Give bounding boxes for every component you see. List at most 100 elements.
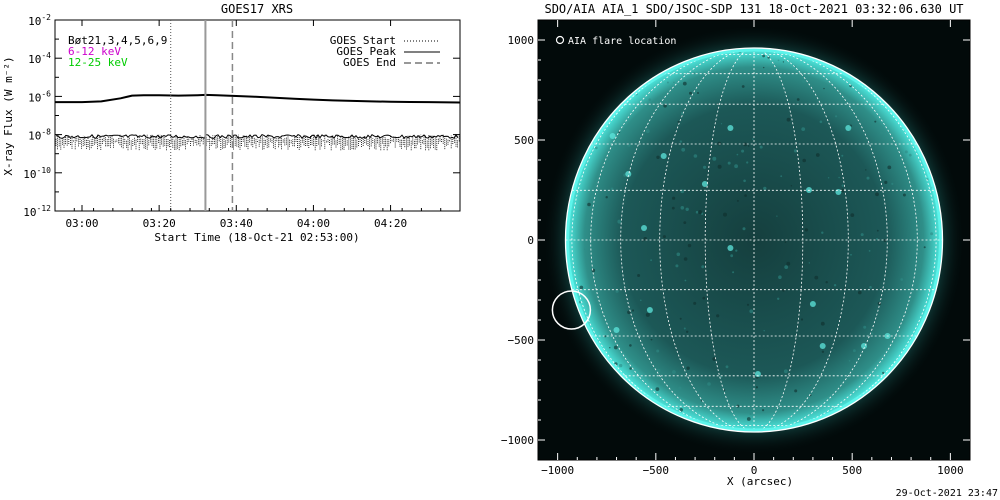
aia-texture-speck	[848, 359, 851, 362]
goes-y-tick-label: 10-8	[28, 128, 51, 143]
aia-texture-speck	[820, 321, 825, 326]
aia-texture-speck	[784, 265, 789, 269]
aia-texture-speck	[656, 349, 660, 353]
aia-texture-speck	[755, 386, 758, 389]
aia-y-tick-label: −500	[508, 334, 535, 347]
goes-y-tick-exponent: -4	[41, 51, 51, 60]
aia-texture-speck	[684, 279, 687, 282]
aia-texture-speck	[749, 413, 752, 415]
aia-texture-speck	[746, 417, 751, 421]
goes-y-tick-base: 10	[28, 53, 41, 66]
aia-texture-speck	[666, 81, 669, 84]
aia-texture-speck	[800, 318, 804, 321]
aia-texture-speck	[683, 74, 685, 77]
aia-flare-marker	[551, 290, 592, 330]
aia-texture-speck	[743, 142, 748, 147]
aia-y-tick-label: 0	[527, 234, 534, 247]
aia-texture-speck	[663, 104, 667, 108]
goes-y-tick-label: 10-6	[28, 89, 51, 104]
aia-texture-speck	[746, 303, 750, 306]
aia-texture-speck	[763, 66, 765, 69]
aia-texture-speck	[780, 175, 783, 178]
goes-legend-6-12kev: 6-12 keV	[68, 45, 121, 58]
aia-texture-speck	[640, 299, 642, 302]
aia-bright-region	[609, 133, 616, 139]
aia-texture-speck	[686, 330, 689, 333]
aia-texture-speck	[767, 56, 770, 59]
aia-x-tick-label: −500	[643, 464, 670, 477]
aia-texture-speck	[853, 349, 856, 353]
aia-texture-speck	[902, 193, 906, 197]
aia-texture-speck	[841, 154, 844, 157]
aia-bright-region	[845, 125, 852, 131]
aia-longitude-line	[590, 51, 755, 429]
aia-texture-speck	[736, 153, 739, 156]
aia-texture-speck	[645, 129, 650, 134]
aia-texture-speck	[672, 196, 676, 200]
aia-texture-speck	[681, 147, 686, 152]
aia-longitude-line	[753, 51, 888, 429]
goes-x-axis-label: Start Time (18-Oct-21 02:53:00)	[154, 231, 359, 244]
aia-texture-speck	[821, 350, 825, 353]
aia-texture-speck	[700, 400, 703, 402]
aia-texture-speck	[835, 115, 838, 118]
aia-texture-speck	[871, 359, 873, 361]
aia-texture-speck	[650, 338, 653, 341]
aia-longitude-line	[753, 51, 804, 429]
aia-bright-region	[701, 181, 708, 187]
goes-y-tick-exponent: -12	[37, 204, 52, 213]
aia-texture-speck	[720, 123, 723, 125]
aia-texture-speck	[672, 370, 676, 374]
goes-legend-start: GOES Start	[330, 34, 396, 47]
goes-x-tick-label: 03:00	[65, 217, 98, 230]
aia-texture-speck	[662, 235, 666, 239]
aia-texture-speck	[736, 199, 739, 202]
goes-legend-peak: GOES Peak	[336, 45, 396, 58]
aia-texture-speck	[727, 161, 731, 165]
aia-texture-speck	[650, 259, 652, 262]
aia-image-title: SDO/AIA AIA_1 SDO/JSOC-SDP 131 18-Oct-20…	[544, 2, 963, 16]
goes-y-tick-base: 10	[23, 206, 36, 219]
aia-texture-speck	[594, 146, 598, 150]
aia-longitude-line	[659, 51, 755, 429]
aia-texture-speck	[701, 265, 705, 269]
aia-texture-speck	[671, 206, 675, 210]
aia-texture-speck	[882, 371, 885, 375]
aia-texture-speck	[629, 344, 632, 347]
aia-heliographic-grid	[565, 51, 943, 429]
aia-texture-speck	[587, 202, 591, 207]
aia-texture-speck	[683, 327, 686, 330]
aia-texture-speck	[821, 231, 824, 234]
aia-texture-speck	[679, 408, 683, 412]
aia-bright-region	[727, 125, 734, 131]
aia-texture-speck	[741, 85, 745, 88]
aia-bright-region	[646, 307, 653, 313]
aia-texture-speck	[686, 366, 690, 370]
aia-texture-speck	[827, 177, 830, 179]
aia-texture-speck	[629, 367, 632, 370]
aia-texture-speck	[763, 186, 767, 191]
aia-texture-speck	[741, 149, 745, 153]
aia-longitude-line	[704, 51, 755, 429]
aia-legend-label: AIA flare location	[568, 36, 676, 47]
aia-texture-speck	[804, 228, 809, 232]
aia-texture-speck	[716, 314, 720, 318]
aia-bright-region	[660, 153, 667, 159]
aia-texture-speck	[697, 92, 699, 94]
aia-axes: −1000 −500 0 500 1000 1000 500 0 −500 −1000	[501, 20, 970, 477]
aia-texture-speck	[685, 207, 689, 211]
aia-texture-speck	[679, 317, 682, 320]
aia-texture-speck	[863, 325, 867, 329]
aia-bright-region	[727, 245, 734, 251]
aia-texture-speck	[891, 182, 894, 185]
aia-texture-speck	[730, 254, 734, 258]
aia-texture-speck	[693, 301, 697, 305]
aia-texture-speck	[762, 54, 765, 58]
aia-texture-speck	[655, 387, 660, 391]
aia-texture-speck	[698, 210, 703, 215]
aia-image-panel: SDO/AIA AIA_1 SDO/JSOC-SDP 131 18-Oct-20…	[501, 2, 971, 488]
aia-texture-speck	[802, 79, 806, 83]
goes-y-tick-label: 10-4	[28, 51, 51, 66]
goes-x-tick-label: 03:40	[220, 217, 253, 230]
aia-texture-speck	[703, 165, 707, 169]
